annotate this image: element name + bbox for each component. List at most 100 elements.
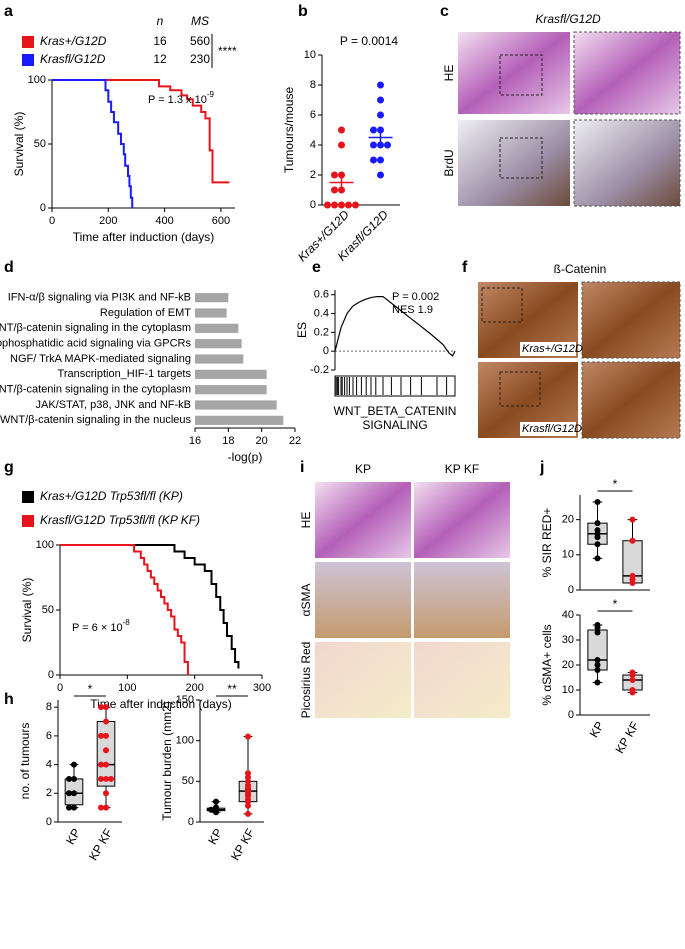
micrograph bbox=[414, 562, 510, 638]
dot bbox=[370, 156, 377, 164]
bar bbox=[195, 369, 267, 379]
category-label: Negative WNT/β-catenin signaling in the … bbox=[0, 384, 191, 396]
zoom-box bbox=[481, 287, 523, 323]
panel-letter: d bbox=[4, 259, 14, 276]
point bbox=[213, 804, 219, 811]
y-tick-label: 100 bbox=[36, 539, 54, 551]
legend-swatch bbox=[22, 36, 34, 48]
x-axis-label: WNT_BETA_CATENIN bbox=[334, 404, 457, 418]
y-tick-label: 50 bbox=[42, 604, 54, 616]
panel-letter: j bbox=[539, 459, 544, 476]
dot bbox=[352, 201, 359, 209]
point bbox=[103, 804, 109, 811]
y-tick-label: 0 bbox=[568, 709, 574, 721]
dot bbox=[345, 201, 352, 209]
point bbox=[594, 499, 601, 506]
survival-line bbox=[52, 79, 134, 208]
point bbox=[103, 718, 109, 725]
legend-swatch bbox=[22, 54, 34, 66]
x-tick-label: KP KF bbox=[228, 826, 257, 863]
x-tick-label: KP bbox=[63, 826, 83, 847]
y-tick-label: -0.2 bbox=[310, 364, 329, 376]
point bbox=[245, 770, 251, 777]
x-tick-label: KP bbox=[587, 719, 607, 740]
y-tick-label: 2 bbox=[46, 787, 52, 799]
point bbox=[71, 775, 77, 782]
significance: * bbox=[88, 682, 93, 696]
micrograph bbox=[315, 482, 411, 558]
x-tick-label: 200 bbox=[185, 682, 203, 694]
y-tick-label: 20 bbox=[562, 514, 574, 526]
micrograph bbox=[458, 120, 570, 206]
point bbox=[629, 677, 636, 683]
image-label: Krasfl/G12D bbox=[522, 423, 582, 435]
significance: * bbox=[613, 597, 618, 611]
p-value: P = 6 × 10-8 bbox=[72, 618, 130, 634]
point bbox=[103, 775, 109, 782]
dot bbox=[338, 126, 345, 134]
dot bbox=[384, 141, 391, 149]
point bbox=[66, 790, 72, 797]
y-tick-label: 50 bbox=[34, 138, 46, 150]
dot bbox=[377, 81, 384, 89]
micrograph-zoom bbox=[573, 31, 681, 115]
point bbox=[66, 775, 72, 782]
dot bbox=[370, 126, 377, 134]
label-bg bbox=[520, 342, 576, 356]
point bbox=[629, 687, 636, 693]
y-tick-label: 0 bbox=[310, 199, 316, 211]
legend-label: Kras+/G12D Trp53fl/fl (KP) bbox=[40, 489, 183, 503]
y-tick-label: 0 bbox=[568, 584, 574, 596]
micrograph bbox=[315, 562, 411, 638]
panel-i: KP KP KF HE αSMA Picosirius Red bbox=[299, 462, 510, 718]
legend-swatch bbox=[22, 515, 34, 527]
point bbox=[594, 527, 601, 534]
y-tick-label: 0 bbox=[48, 669, 54, 681]
y-tick-label: 30 bbox=[562, 634, 574, 646]
column-label: KP KF bbox=[445, 462, 479, 476]
point bbox=[629, 537, 636, 544]
point bbox=[108, 775, 114, 782]
point bbox=[594, 679, 601, 686]
x-tick-label: KP KF bbox=[86, 826, 115, 863]
y-tick-label: 6 bbox=[310, 109, 316, 121]
significance: **** bbox=[218, 44, 237, 58]
x-tick-label: 20 bbox=[256, 435, 268, 447]
dot bbox=[331, 171, 338, 179]
micrograph bbox=[414, 482, 510, 558]
row-label: HE bbox=[442, 65, 456, 82]
category-label: Lysophosphatidic acid signaling via GPCR… bbox=[0, 338, 191, 350]
es-line bbox=[334, 295, 456, 357]
legend-swatch bbox=[22, 491, 34, 503]
y-tick-label: 0.4 bbox=[314, 307, 329, 319]
y-tick-label: 8 bbox=[310, 79, 316, 91]
point bbox=[66, 804, 72, 811]
x-tick-label: 200 bbox=[99, 215, 117, 227]
y-axis-label: ES bbox=[295, 322, 309, 338]
point bbox=[629, 516, 636, 523]
y-tick-label: 4 bbox=[310, 139, 316, 151]
category-label: NGF/ TrkA MAPK-mediated signaling bbox=[10, 353, 191, 365]
category-label: IFN-α/β signaling via PI3K and NF-kB bbox=[8, 292, 191, 304]
dot bbox=[324, 201, 331, 209]
y-tick-label: 2 bbox=[310, 169, 316, 181]
point bbox=[629, 572, 636, 579]
bar bbox=[195, 339, 242, 349]
p-value-exponent: -8 bbox=[123, 618, 131, 627]
point bbox=[103, 790, 109, 797]
barcode-frame bbox=[334, 375, 456, 397]
point bbox=[594, 662, 601, 668]
point bbox=[103, 732, 109, 739]
row-label: αSMA bbox=[299, 584, 313, 617]
x-axis-label: SIGNALING bbox=[362, 418, 427, 432]
table-cell: 230 bbox=[190, 52, 210, 66]
x-axis-label: Time after induction (days) bbox=[90, 697, 232, 711]
point bbox=[594, 622, 601, 628]
point bbox=[98, 704, 104, 711]
zoom-box bbox=[499, 371, 541, 407]
point bbox=[208, 806, 214, 813]
micrograph-zoom bbox=[581, 361, 681, 439]
zoom-box bbox=[499, 137, 543, 179]
survival-line bbox=[60, 544, 189, 675]
y-axis-label: % αSMA+ cells bbox=[540, 624, 554, 705]
